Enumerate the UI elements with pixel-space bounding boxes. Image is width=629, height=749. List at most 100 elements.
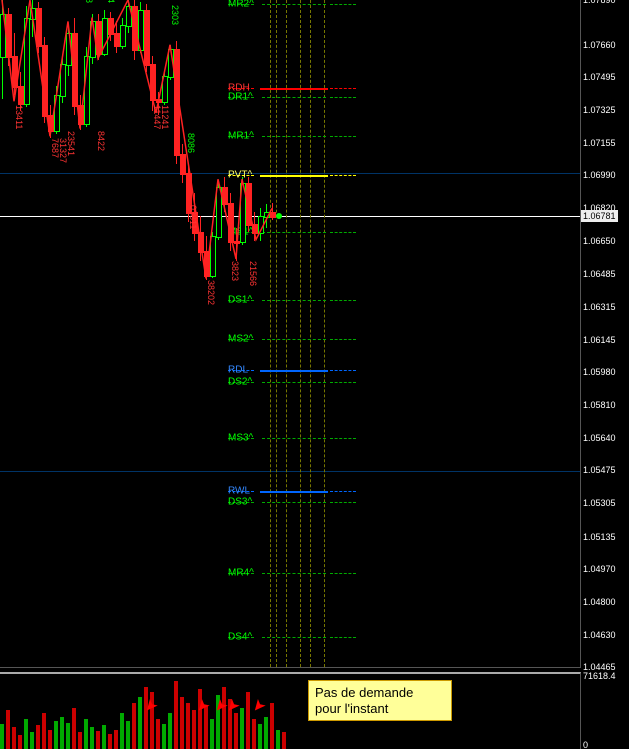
vertical-line [324,0,325,667]
volume-bar [162,724,166,749]
pivot-label-ds1: DS1^ [228,294,252,305]
volume-bar [126,721,130,749]
vertical-line [310,0,311,667]
volume-bar [132,703,136,749]
zigzag-label: 03811 [188,205,198,229]
volume-bar [18,735,22,749]
y-tick: 1.05810 [583,400,616,410]
volume-bar [276,730,280,749]
candle-body [120,25,126,46]
pivot-dash [330,4,356,5]
pivot-dash [262,382,326,383]
pivot-line-rdl [260,370,328,372]
candle-body [150,64,156,101]
volume-bar [60,717,64,749]
candle-body [84,56,90,124]
y-tick: 1.07890 [583,0,616,5]
volume-bar [54,721,58,749]
pivot-dash [262,4,326,5]
current-price-marker [276,213,282,219]
pivot-label-mr4: MR4^ [228,567,254,578]
candle-body [72,33,78,107]
y-tick: 1.06145 [583,335,616,345]
y-tick: 1.05305 [583,498,616,508]
pivot-label-rwl: RWL [228,485,250,496]
current-price-box: 1.06781 [581,210,618,222]
volume-bar [24,719,28,749]
candle-body [12,56,18,87]
candle-body [210,236,216,277]
volume-arrow-icon: ➤ [247,694,271,717]
zigzag-label: 38202 [206,280,216,305]
zigzag-label: 13064 [106,0,116,3]
candle-body [6,14,12,59]
horizontal-line [0,173,580,174]
pivot-dash [330,136,356,137]
pivot-label-rdl: RDL [228,365,248,376]
pivot-dash [330,502,356,503]
volume-bar [120,713,124,749]
zigzag-label: 11241 [160,105,170,129]
pivot-line-rdh [260,88,328,90]
y-tick: 1.07325 [583,105,616,115]
y-tick: 1.06485 [583,269,616,279]
volume-bar [192,710,196,749]
y-tick: 1.06990 [583,170,616,180]
candle-body [42,45,48,117]
pivot-dash [330,573,356,574]
pivot-dash [330,175,356,176]
pivot-label-dr1: DR1^ [228,92,253,103]
price-chart-area[interactable]: MR2^RDHDR1^MR1^PVT^MS1^DS1^MS2^RDLDS2^MS… [0,0,581,668]
volume-bar [222,687,226,749]
pivot-dash [330,339,356,340]
pivot-dash [262,232,326,233]
pivot-dash [330,97,356,98]
pivot-dash [330,382,356,383]
y-tick: 1.07660 [583,40,616,50]
candle-body [36,8,42,47]
volume-bar [156,719,160,749]
horizontal-line [0,216,580,217]
y-tick: 1.07495 [583,72,616,82]
candle-body [228,203,234,244]
volume-bar [186,703,190,749]
candle-body [144,10,150,67]
pivot-label-ms2: MS2^ [228,333,253,344]
pivot-label-ms3: MS3^ [228,433,253,444]
y-tick: 1.04970 [583,564,616,574]
volume-bar [12,727,16,749]
horizontal-line [0,471,580,472]
pivot-dash [330,438,356,439]
volume-max-label: 71618.4 [583,671,616,681]
pivot-dash [262,339,326,340]
pivot-dash [262,136,326,137]
candle-body [258,216,264,234]
volume-bar [234,713,238,749]
vertical-line [286,0,287,667]
y-tick: 1.07155 [583,138,616,148]
pivot-label-ds3: DS3^ [228,497,252,508]
volume-zero-label: 0 [583,740,588,749]
pivot-dash [262,502,326,503]
zigzag-label: 21566 [248,261,258,286]
price-y-axis: 1.07890 1.07660 1.07495 1.07325 1.07155 1.069… [581,0,629,667]
y-tick: 1.05980 [583,367,616,377]
annotation-line1: Pas de demande [315,685,413,700]
volume-bar [210,719,214,749]
y-tick: 1.05135 [583,532,616,542]
zigzag-label: 3823 [230,261,240,281]
pivot-label-ds4: DS4^ [228,631,252,642]
volume-bar [96,731,100,749]
volume-bar [102,725,106,749]
pivot-label-mr2: MR2^ [228,0,254,9]
zigzag-label: 8086 [186,133,196,153]
volume-bar [168,713,172,749]
volume-bar [84,719,88,749]
annotation-line2: pour l'instant [315,701,388,716]
volume-bar [30,732,34,749]
volume-bar [180,697,184,749]
candle-body [54,95,60,132]
pivot-dash [330,491,356,492]
volume-bar [90,727,94,749]
volume-panel[interactable]: ➤➤➤➤➤ [0,672,581,749]
